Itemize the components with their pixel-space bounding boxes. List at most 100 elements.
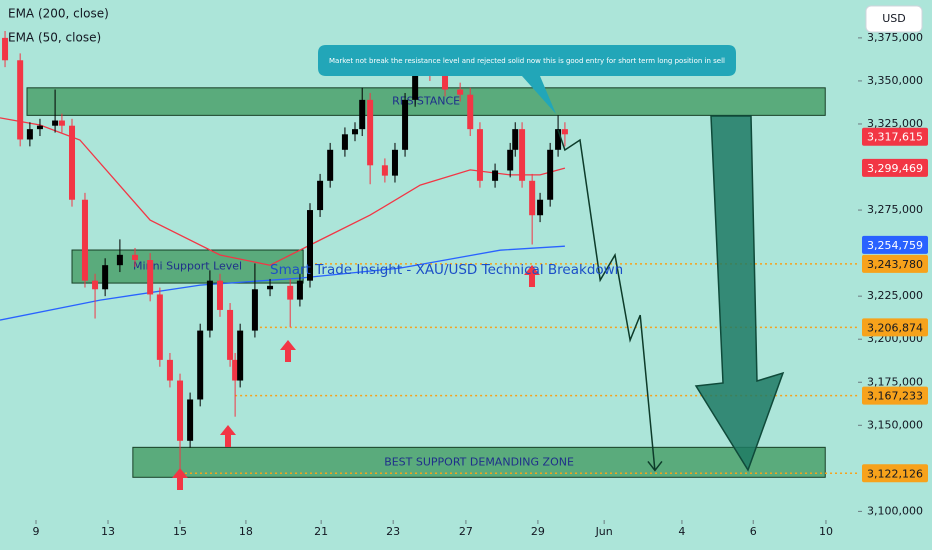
callout-box (318, 45, 736, 114)
callout-text: Market not break the resistance level an… (329, 57, 725, 65)
x-tick-label: 23 (386, 525, 400, 538)
chart-title: Smart Trade Insight - XAU/USD Technical … (270, 262, 623, 278)
zone-label: RESISTANCE (392, 95, 460, 108)
candle-body (52, 120, 59, 126)
candle-body (102, 265, 109, 290)
projection-arrowhead (647, 460, 663, 472)
candle-body (116, 254, 123, 266)
candle-body (132, 254, 139, 260)
candle-body (287, 285, 294, 300)
candle-body (391, 149, 398, 176)
plot-area: 3,375,000 3,350,000 3,325,000 3,275,000 3,22… (0, 31, 923, 538)
candle-body (69, 125, 76, 200)
currency-label[interactable]: USD (882, 12, 906, 25)
candle-body (467, 94, 474, 130)
price-label-box (862, 158, 928, 177)
candle-body (512, 129, 519, 150)
x-tick-label: 29 (531, 525, 545, 538)
candle-body (442, 74, 449, 90)
legend-entry: EMA (200, close) (8, 7, 109, 21)
up-arrow (220, 425, 236, 447)
price-label-box (862, 127, 928, 146)
legend-entry: EMA (50, close) (8, 31, 101, 45)
y-tick-label: 3,175,000 (867, 375, 923, 388)
candle-body (561, 129, 568, 135)
price-label: 3,254,759 (867, 239, 923, 252)
price-label-box (862, 318, 928, 337)
candle-body (327, 149, 334, 181)
price-label: 3,299,469 (867, 162, 923, 175)
candle-body (267, 285, 274, 290)
y-tick-label: 3,275,000 (867, 203, 923, 216)
candle-body (359, 99, 366, 130)
candle-body (492, 170, 499, 181)
price-label-box (862, 254, 928, 273)
candle-body (58, 120, 65, 126)
candle-body (251, 289, 258, 331)
candle-body (36, 125, 43, 130)
y-tick-label: 3,150,000 (867, 418, 923, 431)
candle-body (92, 280, 99, 290)
currency-button[interactable] (865, 5, 923, 33)
x-tick-label: 10 (819, 525, 833, 538)
candle-body (296, 280, 303, 300)
x-tick-label: 15 (173, 525, 187, 538)
zone-label: Minni Support Level (133, 260, 242, 273)
candle-body (519, 129, 526, 181)
candle-body (367, 99, 374, 166)
up-arrows (172, 265, 540, 490)
up-arrow (280, 340, 296, 362)
price-label-box (862, 386, 928, 405)
big-arrow (694, 115, 785, 472)
x-tick-label: 6 (750, 525, 757, 538)
zone (132, 446, 826, 478)
up-arrow (172, 468, 188, 490)
candle-body (232, 359, 239, 381)
x-tick-label: 9 (33, 525, 40, 538)
candle-body (457, 89, 464, 95)
candle-body (81, 199, 88, 281)
x-tick-label: 18 (239, 525, 253, 538)
y-tick-label: 3,375,000 (867, 31, 923, 44)
x-tick-label: 4 (678, 525, 685, 538)
price-label-box (862, 464, 928, 483)
x-tick-label: 13 (101, 525, 115, 538)
candle-body (507, 149, 514, 171)
y-tick-label: 3,100,000 (867, 504, 923, 517)
candle-body (341, 134, 348, 150)
candle-body (147, 260, 154, 295)
price-label: 3,167,233 (867, 390, 923, 403)
candle-body (537, 199, 544, 216)
y-tick-label: 3,350,000 (867, 74, 923, 87)
candle-body (547, 149, 554, 200)
candle-body (17, 60, 24, 140)
price-label: 3,206,874 (867, 321, 923, 334)
candle-body (166, 359, 173, 381)
candle-body (529, 180, 536, 216)
candle-body (177, 380, 184, 441)
up-arrow (524, 265, 540, 287)
candle-body (206, 280, 213, 331)
candle-body (2, 37, 9, 61)
candle-body (412, 70, 419, 100)
candle-body (216, 280, 223, 310)
candle-body (187, 399, 194, 441)
zone (71, 249, 304, 284)
y-tick-label: 3,325,000 (867, 117, 923, 130)
candle-body (227, 309, 234, 360)
x-tick-label: 21 (314, 525, 328, 538)
candle-body (26, 129, 33, 140)
candle-body (555, 129, 562, 150)
candle-body (476, 129, 483, 181)
x-tick-label: 27 (459, 525, 473, 538)
x-tick-label: Jun (595, 525, 613, 538)
candle-body (237, 330, 244, 381)
candle-body (307, 210, 314, 281)
price-label: 3,317,615 (867, 131, 923, 144)
y-tick-label: 3,225,000 (867, 289, 923, 302)
candle-body (197, 330, 204, 400)
candle-body (381, 165, 388, 176)
price-label-box (862, 235, 928, 254)
zone (26, 87, 826, 116)
